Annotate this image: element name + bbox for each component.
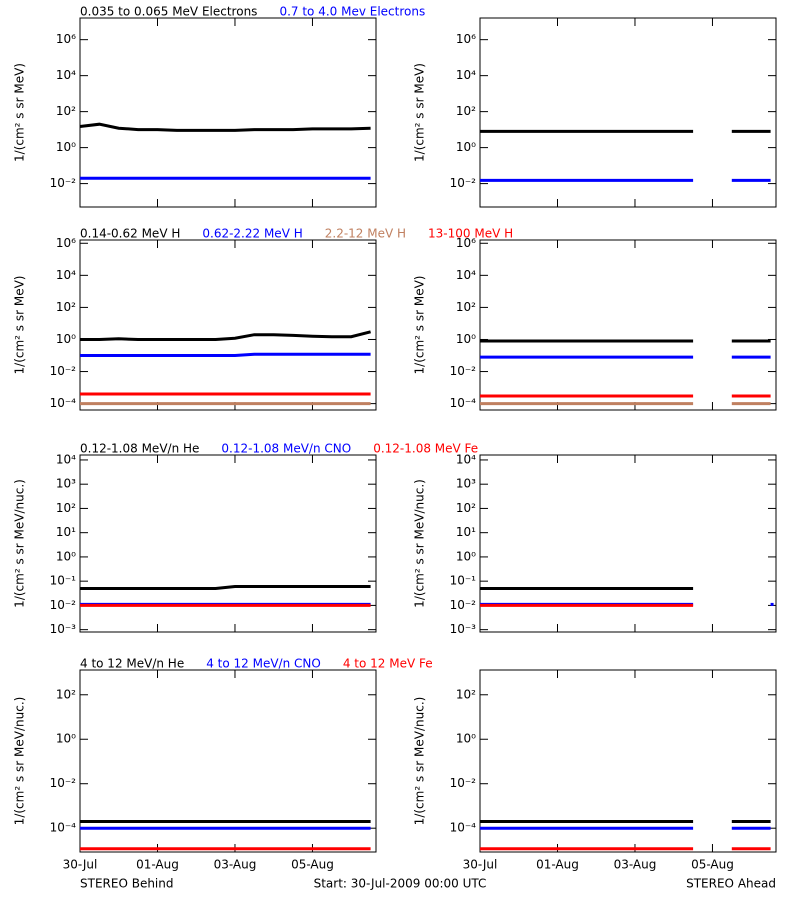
y-tick-label: 10² [56,300,76,314]
y-tick-label: 10⁴ [456,68,476,82]
y-tick-label: 10⁴ [456,268,476,282]
y-tick-label: 10² [56,501,76,515]
series-title: 0.7 to 4.0 Mev Electrons [279,5,425,19]
y-tick-label: 10⁻³ [50,622,77,636]
y-tick-label: 10⁶ [56,32,76,46]
y-axis-label: 1/(cm² s sr MeV/nuc.) [413,479,427,608]
x-tick-label: 30-Jul [63,858,98,872]
y-tick-label: 10³ [56,477,76,491]
series-title: 4 to 12 MeV/n CNO [206,657,321,671]
y-tick-label: 10⁻² [50,776,77,790]
y-axis-label: 1/(cm² s sr MeV) [413,63,427,162]
y-tick-label: 10² [456,687,476,701]
y-tick-label: 10⁻² [50,176,77,190]
y-tick-label: 10¹ [456,525,476,539]
series-title: 2.2-12 MeV H [325,227,406,241]
plot-frame [79,454,377,633]
x-tick-label: 03-Aug [614,858,657,872]
series-title: 13-100 MeV H [428,227,513,241]
y-axis-label: 1/(cm² s sr MeV/nuc.) [413,697,427,826]
y-tick-label: 10³ [456,477,476,491]
y-tick-label: 10⁻² [50,364,77,378]
plot-frame [479,17,777,208]
y-tick-label: 10⁻² [50,598,77,612]
series-line [80,585,371,590]
plot-frame [479,239,777,411]
y-tick-label: 10⁶ [456,32,476,46]
series-line [80,330,371,341]
y-tick-label: 10⁰ [456,732,476,746]
y-tick-label: 10² [56,104,76,118]
plot-frame [479,669,777,853]
y-axis-label: 1/(cm² s sr MeV) [13,63,27,162]
y-tick-label: 10⁴ [56,68,76,82]
y-tick-label: 10⁻⁴ [50,396,77,410]
plot-frame [79,17,377,208]
y-tick-label: 10⁻⁴ [450,396,477,410]
y-tick-label: 10⁻² [450,176,477,190]
y-tick-label: 10² [456,501,476,515]
y-axis-label: 1/(cm² s sr MeV/nuc.) [13,697,27,826]
y-tick-label: 10⁻² [450,364,477,378]
series-line [80,352,371,357]
series-title: 4 to 12 MeV/n He [80,657,184,671]
y-tick-label: 10⁰ [456,332,476,346]
y-tick-label: 10² [456,300,476,314]
x-tick-label: 01-Aug [536,858,579,872]
footer-right: STEREO Ahead [686,877,776,891]
y-tick-label: 10⁻² [450,776,477,790]
y-tick-label: 10⁶ [56,236,76,250]
y-tick-label: 10⁰ [56,332,76,346]
x-tick-label: 05-Aug [291,858,334,872]
y-tick-label: 10² [56,687,76,701]
series-line [79,122,371,132]
y-tick-label: 10⁻⁴ [450,821,477,835]
plot-frame [479,454,777,633]
y-tick-label: 10⁰ [456,549,476,563]
y-tick-label: 10⁻¹ [450,574,477,588]
y-tick-label: 10⁰ [456,140,476,154]
series-title: 0.12-1.08 MeV/n He [80,442,199,456]
y-tick-label: 10⁴ [56,452,76,466]
x-tick-label: 03-Aug [214,858,257,872]
y-tick-label: 10⁰ [56,549,76,563]
series-title: 0.12-1.08 MeV/n CNO [221,442,351,456]
footer-left: STEREO Behind [80,877,174,891]
x-tick-label: 01-Aug [136,858,179,872]
series-title: 0.035 to 0.065 MeV Electrons [80,5,257,19]
series-title: 0.62-2.22 MeV H [202,227,302,241]
x-tick-label: 30-Jul [463,858,498,872]
y-tick-label: 10⁻¹ [50,574,77,588]
y-tick-label: 10⁻³ [450,622,477,636]
series-title: 0.12-1.08 MeV Fe [373,442,478,456]
series-title: 0.14-0.62 MeV H [80,227,180,241]
y-tick-label: 10⁶ [456,236,476,250]
y-axis-label: 1/(cm² s sr MeV) [413,276,427,375]
series-title: 4 to 12 MeV Fe [343,657,433,671]
y-axis-label: 1/(cm² s sr MeV) [13,276,27,375]
y-tick-label: 10⁰ [56,732,76,746]
plot-frame [79,239,377,411]
y-tick-label: 10⁴ [456,452,476,466]
y-tick-label: 10⁰ [56,140,76,154]
x-tick-label: 05-Aug [691,858,734,872]
y-tick-label: 10⁻⁴ [50,821,77,835]
plot-frame [79,669,377,853]
y-tick-label: 10² [456,104,476,118]
footer-center: Start: 30-Jul-2009 00:00 UTC [314,877,487,891]
y-tick-label: 10⁴ [56,268,76,282]
y-tick-label: 10⁻² [450,598,477,612]
y-tick-label: 10¹ [56,525,76,539]
y-axis-label: 1/(cm² s sr MeV/nuc.) [13,479,27,608]
